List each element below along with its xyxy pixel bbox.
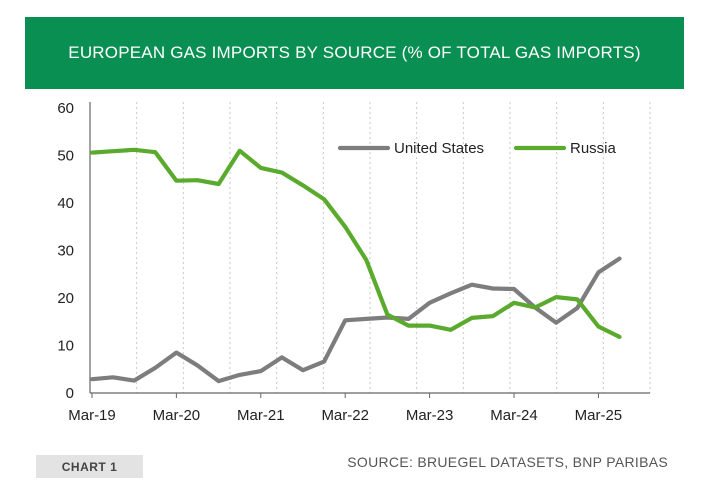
x-axis-ticks: Mar-19 Mar-20 Mar-21 Mar-22 Mar-23 Mar-24 Mar-… <box>68 393 622 424</box>
x-tick-label: Mar-19 <box>68 407 116 424</box>
x-tick-label: Mar-20 <box>153 407 201 424</box>
series-line-united-states <box>89 256 622 384</box>
y-tick-label: 60 <box>57 100 74 117</box>
series-line-russia <box>89 147 622 339</box>
chart-number-label: CHART 1 <box>36 455 143 478</box>
x-tick-label: Mar-23 <box>406 407 454 424</box>
legend: United States Russia <box>337 140 617 157</box>
y-tick-label: 20 <box>57 290 74 307</box>
axes <box>89 102 650 394</box>
y-tick-label: 10 <box>57 338 74 355</box>
x-tick-label: Mar-25 <box>575 407 623 424</box>
x-tick-label: Mar-21 <box>237 407 285 424</box>
y-tick-label: 40 <box>57 195 74 212</box>
y-tick-label: 50 <box>57 148 74 165</box>
legend-label: Russia <box>570 140 617 157</box>
y-tick-label: 0 <box>66 385 74 402</box>
x-tick-label: Mar-22 <box>321 407 369 424</box>
series-lines <box>89 147 622 384</box>
y-axis-ticks: 0 10 20 30 40 50 60 <box>57 100 74 402</box>
chart-title: EUROPEAN GAS IMPORTS BY SOURCE (% OF TOT… <box>25 17 684 89</box>
y-tick-label: 30 <box>57 243 74 260</box>
source-note: SOURCE: BRUEGEL DATASETS, BNP PARIBAS <box>347 454 668 470</box>
legend-label: United States <box>394 140 484 157</box>
grid-lines <box>89 102 651 393</box>
x-tick-label: Mar-24 <box>490 407 538 424</box>
